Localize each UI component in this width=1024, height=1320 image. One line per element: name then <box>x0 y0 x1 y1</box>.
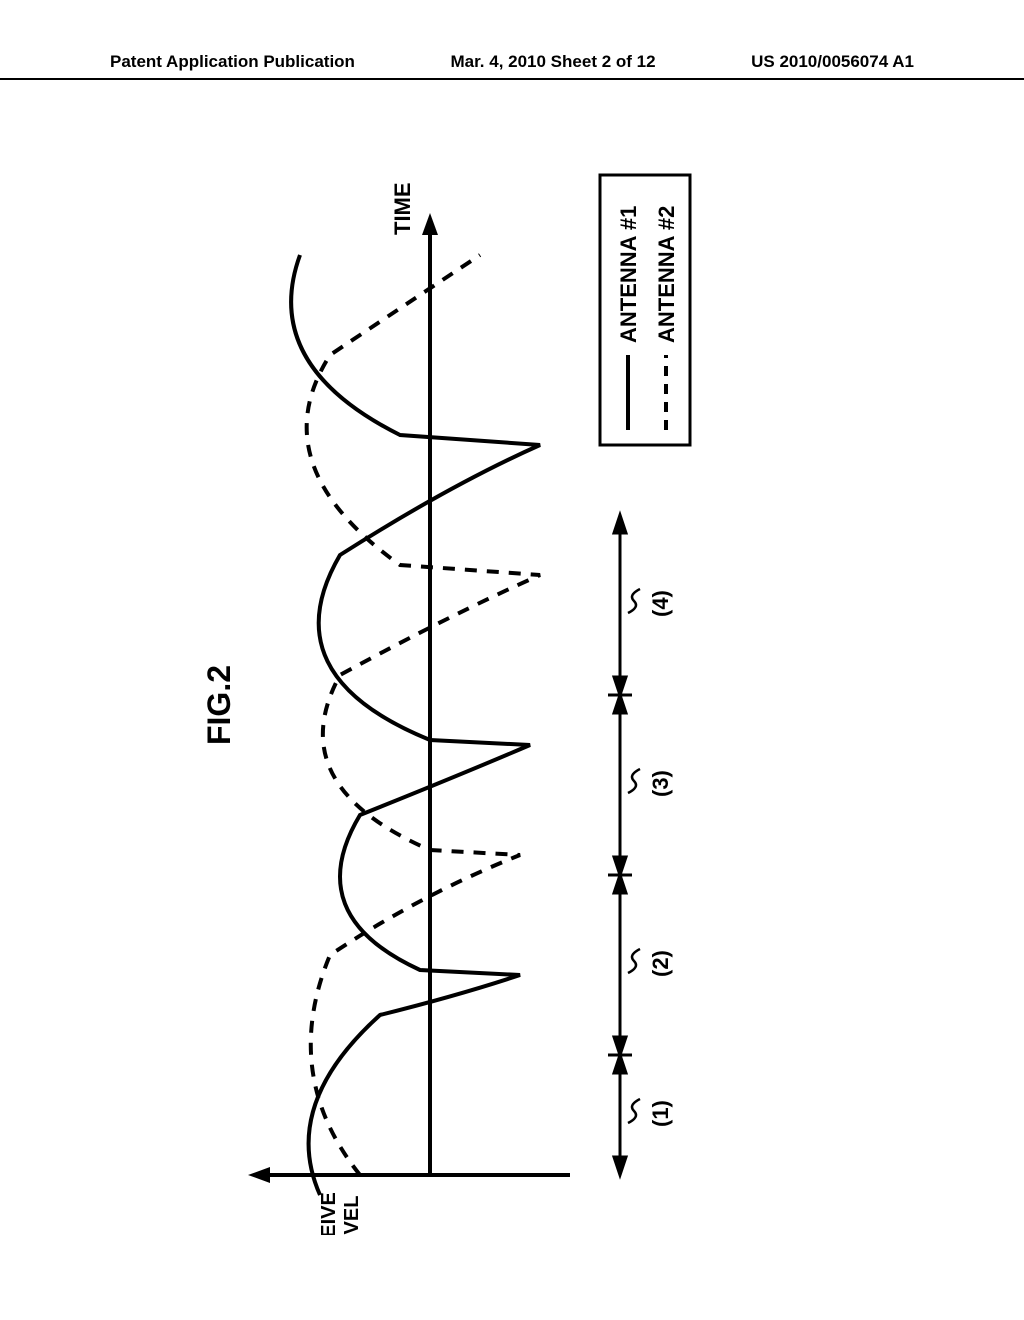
figure-title: FIG.2 <box>201 665 237 745</box>
legend-label-2: ANTENNA #2 <box>654 206 679 343</box>
region-label-1: (1) <box>648 1100 673 1127</box>
region-label-3: (3) <box>648 770 673 797</box>
y-axis-label-line1: RECEIVE <box>318 1192 340 1235</box>
region-tildes <box>628 589 640 1123</box>
x-axis-arrowhead <box>422 213 438 235</box>
legend: ANTENNA #1 ANTENNA #2 <box>600 175 690 445</box>
figure-container: FIG.2 RECEIVE LEVEL TIME <box>0 415 1020 975</box>
region-label-2: (2) <box>648 950 673 977</box>
x-axis-label: TIME <box>390 182 415 235</box>
header-left: Patent Application Publication <box>110 52 355 72</box>
series-antenna-1 <box>291 255 540 1195</box>
region-label-4: (4) <box>648 590 673 617</box>
chart-svg: FIG.2 RECEIVE LEVEL TIME <box>200 155 760 1235</box>
page-header: Patent Application Publication Mar. 4, 2… <box>0 52 1024 80</box>
region-brackets <box>608 515 632 1175</box>
y-axis-arrowhead <box>248 1167 270 1183</box>
series-antenna-2 <box>307 255 540 1175</box>
legend-label-1: ANTENNA #1 <box>616 206 641 343</box>
y-axis-label-line2: LEVEL <box>341 1196 363 1235</box>
header-right: US 2010/0056074 A1 <box>751 52 914 72</box>
header-center: Mar. 4, 2010 Sheet 2 of 12 <box>451 52 656 72</box>
